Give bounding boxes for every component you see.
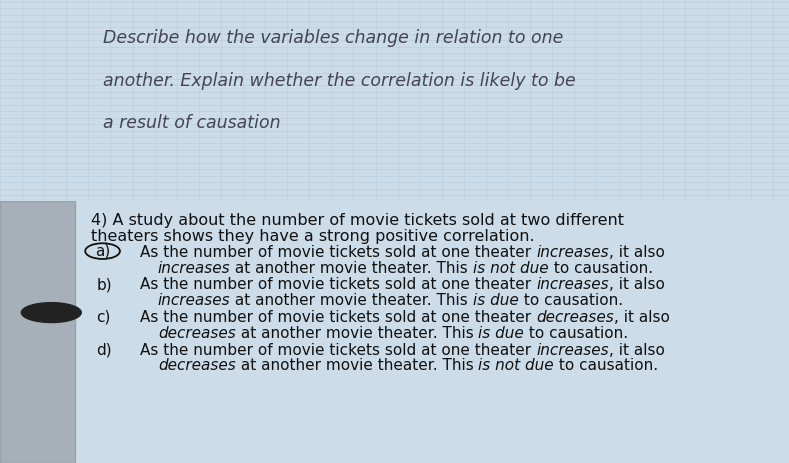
Text: increases: increases xyxy=(537,343,609,357)
Text: As the number of movie tickets sold at one theater: As the number of movie tickets sold at o… xyxy=(140,343,537,357)
Text: another. Explain whether the correlation is likely to be: another. Explain whether the correlation… xyxy=(103,72,575,89)
Text: As the number of movie tickets sold at one theater: As the number of movie tickets sold at o… xyxy=(140,310,537,325)
Text: at another movie theater. This: at another movie theater. This xyxy=(230,261,473,276)
Text: increases: increases xyxy=(158,261,230,276)
Text: at another movie theater. This: at another movie theater. This xyxy=(230,293,473,308)
Text: is due: is due xyxy=(473,293,519,308)
Text: is due: is due xyxy=(478,325,524,341)
Text: to causation.: to causation. xyxy=(519,293,623,308)
Text: , it also: , it also xyxy=(609,245,665,260)
Text: Describe how the variables change in relation to one: Describe how the variables change in rel… xyxy=(103,29,563,47)
Text: at another movie theater. This: at another movie theater. This xyxy=(236,325,478,341)
Text: theaters shows they have a strong positive correlation.: theaters shows they have a strong positi… xyxy=(91,229,534,244)
Circle shape xyxy=(21,303,81,323)
Text: a): a) xyxy=(95,244,110,259)
Text: , it also: , it also xyxy=(609,277,665,292)
Text: , it also: , it also xyxy=(614,310,670,325)
Text: is not due: is not due xyxy=(478,358,554,373)
Text: increases: increases xyxy=(537,245,609,260)
Text: c): c) xyxy=(96,310,110,325)
Text: is not due: is not due xyxy=(473,261,548,276)
Text: decreases: decreases xyxy=(537,310,614,325)
Text: decreases: decreases xyxy=(158,325,236,341)
Bar xyxy=(0,201,75,463)
Text: As the number of movie tickets sold at one theater: As the number of movie tickets sold at o… xyxy=(140,245,537,260)
Text: 4) A study about the number of movie tickets sold at two different: 4) A study about the number of movie tic… xyxy=(91,213,624,228)
Text: , it also: , it also xyxy=(609,343,665,357)
Text: decreases: decreases xyxy=(158,358,236,373)
Text: As the number of movie tickets sold at one theater: As the number of movie tickets sold at o… xyxy=(140,277,537,292)
Text: d): d) xyxy=(96,343,112,357)
Text: increases: increases xyxy=(537,277,609,292)
Text: increases: increases xyxy=(158,293,230,308)
Text: to causation.: to causation. xyxy=(524,325,628,341)
Text: at another movie theater. This: at another movie theater. This xyxy=(236,358,478,373)
Text: to causation.: to causation. xyxy=(548,261,653,276)
Text: a result of causation: a result of causation xyxy=(103,114,280,132)
Text: to causation.: to causation. xyxy=(554,358,658,373)
Text: b): b) xyxy=(96,277,112,292)
